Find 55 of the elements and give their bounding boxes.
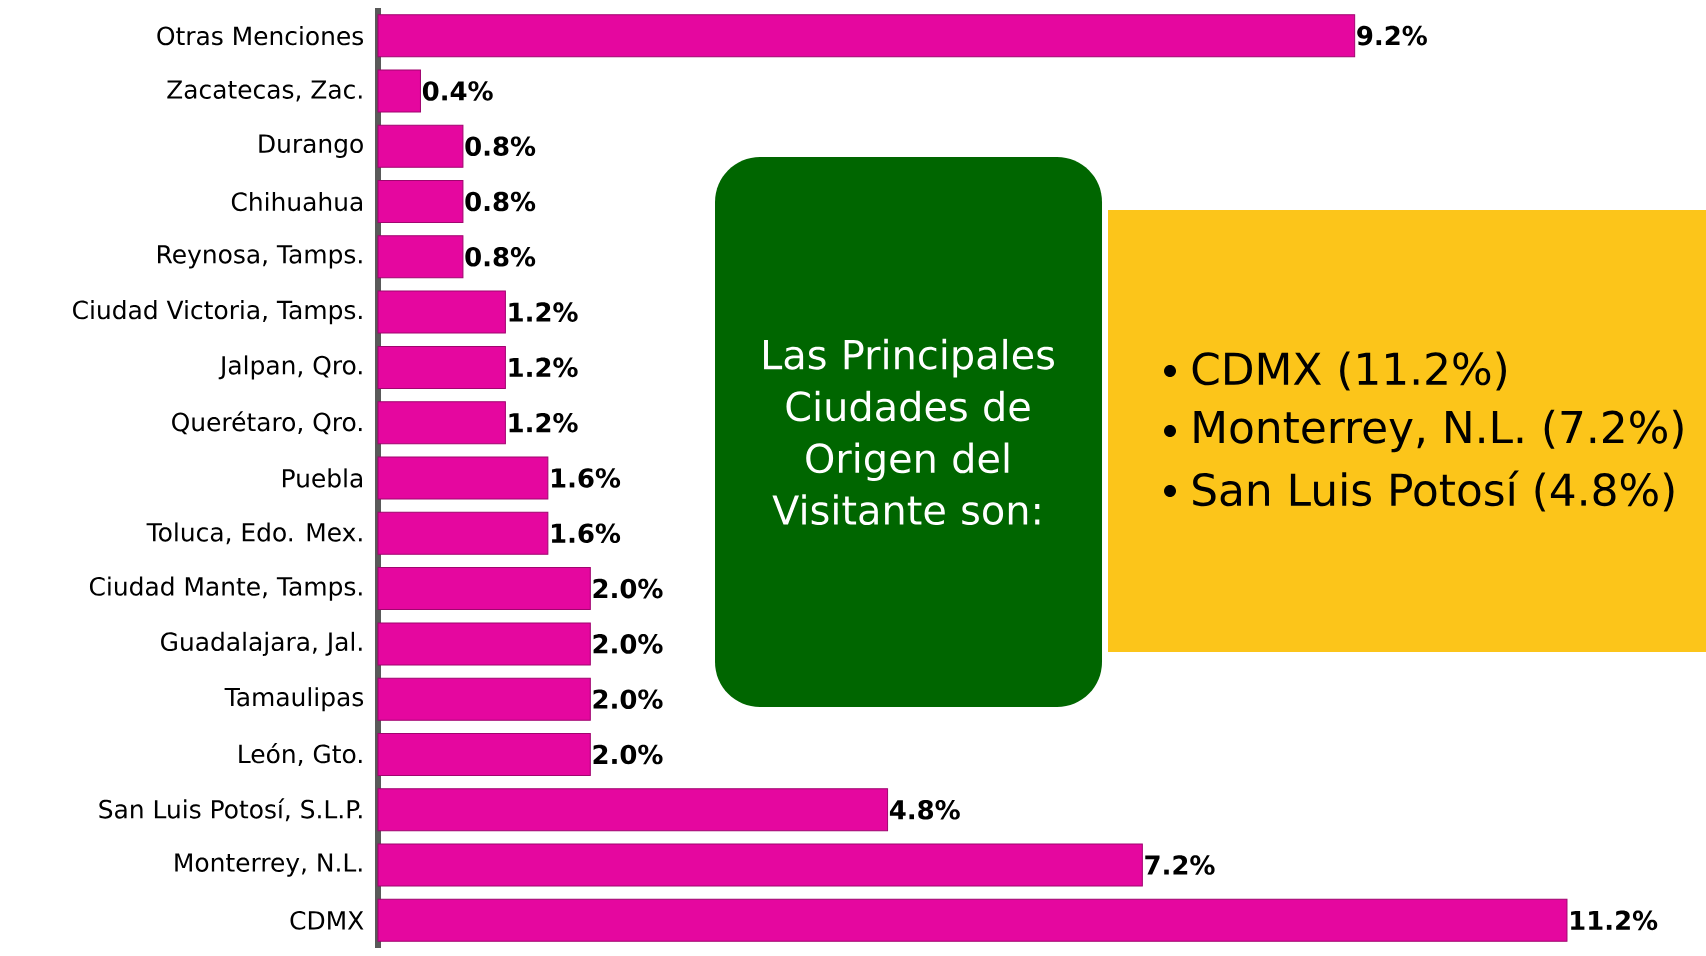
annotation: Monterrey, N.L. (7.2%) <box>1194 409 1683 453</box>
y-tick-label: Ciudad Mante, Tamps. <box>89 576 362 601</box>
bar <box>377 511 549 555</box>
bar <box>377 69 421 113</box>
bar <box>377 345 506 389</box>
y-tick-label: Zacatecas, Zac. <box>167 80 362 102</box>
y-tick-label: CDMX <box>290 910 364 930</box>
bar <box>377 235 464 279</box>
y-tick-label: Puebla <box>282 468 362 488</box>
y-tick-label: Guadalajara, Jal. <box>161 631 362 656</box>
bar <box>377 898 1568 942</box>
y-tick-label: Otras Menciones <box>157 26 364 46</box>
bar <box>377 788 889 832</box>
y-tick-label: León, Gto. <box>239 743 362 766</box>
data-label: 2.0% <box>593 689 663 709</box>
y-tick-label: Querétaro, Qro. <box>172 411 362 435</box>
bar <box>377 456 549 500</box>
data-label: 0.8% <box>465 191 536 212</box>
data-label: 2.0% <box>593 744 663 765</box>
data-label: 7.2% <box>1145 855 1215 875</box>
bar <box>377 14 1356 58</box>
bar <box>377 567 591 611</box>
data-label: 1.2% <box>509 302 578 322</box>
bar <box>377 843 1143 887</box>
bar <box>377 622 591 666</box>
data-label: 11.2% <box>1571 910 1658 931</box>
data-label: 0.8% <box>465 247 536 267</box>
y-tick-label: Monterrey, N.L. <box>175 853 362 877</box>
data-label: 1.2% <box>509 357 578 378</box>
y-tick-label: San Luis Potosí, S.L.P. <box>99 798 362 822</box>
y-tick-label: Jalpan, Qro. <box>218 355 362 380</box>
y-tick-label: Durango <box>259 134 363 158</box>
data-label: 9.2% <box>1357 25 1427 46</box>
data-label: 2.0% <box>593 634 663 654</box>
annotation: CDMX (11.2%) <box>1192 351 1506 391</box>
y-tick-label: Toluca, Edo. Mex. <box>146 522 362 545</box>
bar <box>377 180 464 224</box>
data-label: 1.6% <box>551 468 621 488</box>
annotation: Las Principales Ciudades de Origen del Visitante son: <box>764 338 1054 526</box>
data-label: 1.2% <box>509 412 578 433</box>
data-label: 4.8% <box>889 799 960 820</box>
bar <box>377 290 506 334</box>
data-label: 0.4% <box>422 81 493 101</box>
bar <box>377 677 591 721</box>
y-tick-label: Chihuahua <box>231 191 362 212</box>
bar <box>377 732 591 776</box>
data-label: 1.6% <box>551 523 621 544</box>
bar <box>377 401 506 445</box>
y-tick-label: Tamaulipas <box>224 687 364 712</box>
annotation: San Luis Potosí (4.8%) <box>1193 470 1674 512</box>
data-label: 2.0% <box>593 578 663 599</box>
y-tick-label: Reynosa, Tamps. <box>158 245 362 269</box>
data-label: 0.8% <box>465 136 536 157</box>
y-tick-label: Ciudad Victoria, Tamps. <box>73 300 362 325</box>
bar <box>377 124 464 168</box>
